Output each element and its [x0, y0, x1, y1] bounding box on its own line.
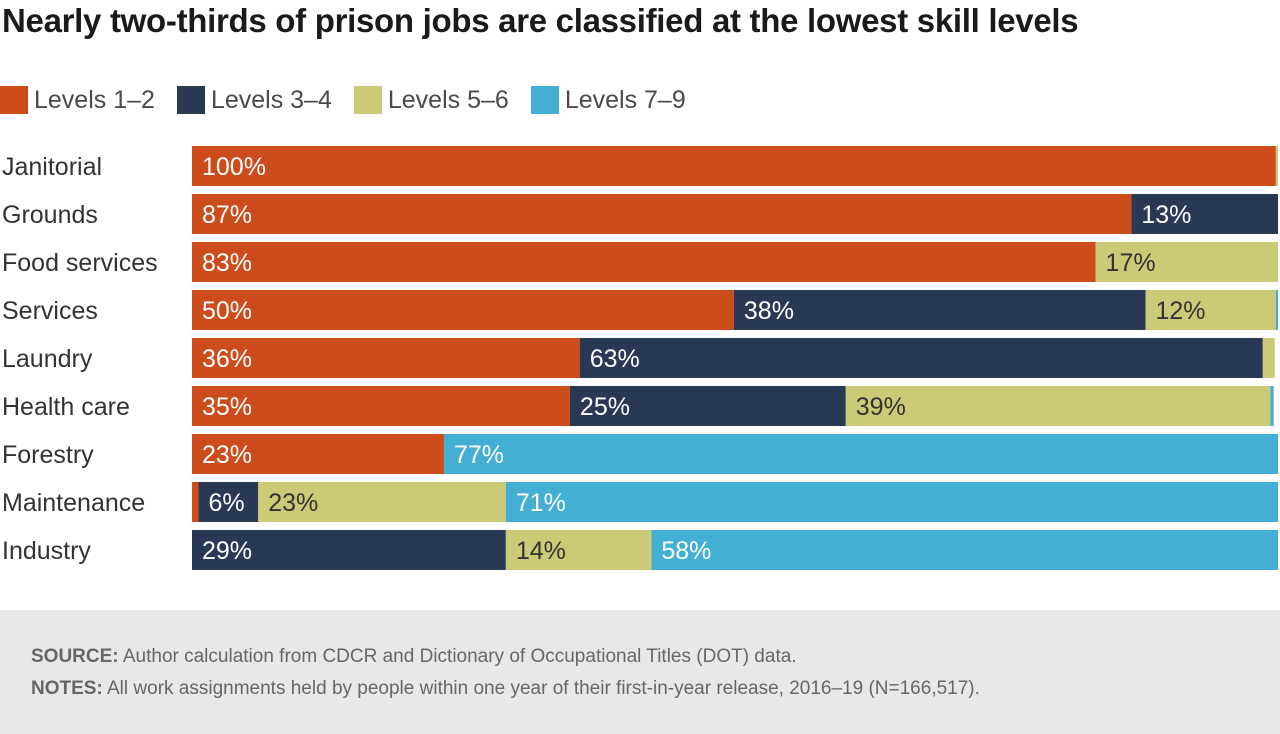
- data-label-grounds-levels-3-4: 13%: [1141, 201, 1191, 229]
- data-label-forestry-levels-7-9: 77%: [454, 441, 504, 469]
- source-key: SOURCE:: [31, 646, 119, 667]
- bar-chart-plot: Janitorial 100% Grounds 87% 13% Food services…: [2, 146, 1279, 570]
- bar-services-levels-7-9: [1275, 290, 1278, 330]
- data-label-forestry-levels-1-2: 23%: [202, 441, 252, 469]
- category-label-forestry: Forestry: [2, 441, 94, 469]
- data-label-services-levels-1-2: 50%: [202, 297, 252, 325]
- bar-services-levels-3-4: [733, 290, 1146, 330]
- bar-janitorial-levels-5-6: [1275, 146, 1278, 186]
- bar-industry-levels-7-9: [651, 530, 1278, 570]
- legend: Levels 1–2 Levels 3–4 Levels 5–6 Levels …: [0, 82, 708, 118]
- data-label-industry-levels-7-9: 58%: [661, 537, 711, 565]
- data-label-food-services-levels-5-6: 17%: [1106, 249, 1156, 277]
- bar-laundry-levels-5-6: [1262, 338, 1275, 378]
- bar-maintenance-levels-3-4: [198, 482, 259, 522]
- legend-label: Levels 3–4: [210, 85, 332, 114]
- bar-health-care-levels-3-4: [569, 386, 846, 426]
- data-label-services-levels-5-6: 12%: [1156, 297, 1206, 325]
- category-label-laundry: Laundry: [2, 345, 93, 373]
- legend-label: Levels 7–9: [564, 85, 686, 114]
- bar-maintenance-levels-5-6: [258, 482, 506, 522]
- notes-text: All work assignments held by people with…: [102, 678, 980, 699]
- category-label-food-services: Food services: [2, 249, 158, 277]
- bar-food-services-levels-5-6: [1095, 242, 1278, 282]
- bar-industry-levels-3-4: [192, 530, 506, 570]
- legend-item-levels-5-6: Levels 5–6: [353, 85, 509, 115]
- data-label-maintenance-levels-3-4: 6%: [209, 489, 245, 517]
- data-label-industry-levels-3-4: 29%: [202, 537, 252, 565]
- legend-swatch: [530, 86, 559, 114]
- bar-health-care-levels-7-9: [1270, 386, 1274, 426]
- legend-label: Levels 5–6: [387, 85, 509, 114]
- bar-services-levels-1-2: [192, 290, 734, 330]
- data-label-food-services-levels-1-2: 83%: [202, 249, 252, 277]
- legend-swatch: [0, 86, 28, 114]
- category-label-grounds: Grounds: [2, 201, 98, 229]
- bar-industry-levels-5-6: [505, 530, 652, 570]
- footer: SOURCE: Author calculation from CDCR and…: [0, 610, 1280, 734]
- bar-maintenance-levels-7-9: [505, 482, 1279, 522]
- bar-janitorial-levels-1-2: [192, 146, 1276, 186]
- data-label-laundry-levels-3-4: 63%: [590, 345, 640, 373]
- data-label-health-care-levels-1-2: 35%: [202, 393, 252, 421]
- notes-line: NOTES: All work assignments held by peop…: [31, 678, 980, 700]
- bar-laundry-levels-1-2: [192, 338, 580, 378]
- bar-health-care-levels-5-6: [845, 386, 1271, 426]
- source-text: Author calculation from CDCR and Diction…: [118, 646, 797, 667]
- legend-label: Levels 1–2: [34, 85, 155, 114]
- category-label-services: Services: [2, 297, 98, 325]
- legend-swatch: [176, 86, 205, 114]
- category-label-maintenance: Maintenance: [2, 489, 145, 517]
- bar-food-services-levels-1-2: [192, 242, 1096, 282]
- chart-title: Nearly two-thirds of prison jobs are cla…: [2, 2, 1079, 39]
- data-label-health-care-levels-3-4: 25%: [580, 393, 630, 421]
- bar-health-care-levels-1-2: [192, 386, 570, 426]
- category-label-health-care: Health care: [2, 393, 130, 421]
- data-label-grounds-levels-1-2: 87%: [202, 201, 252, 229]
- data-label-laundry-levels-1-2: 36%: [202, 345, 252, 373]
- data-label-health-care-levels-5-6: 39%: [856, 393, 906, 421]
- data-label-janitorial-levels-1-2: 100%: [202, 153, 266, 181]
- category-label-janitorial: Janitorial: [2, 153, 102, 181]
- bar-grounds-levels-1-2: [192, 194, 1132, 234]
- data-label-services-levels-3-4: 38%: [744, 297, 794, 325]
- bar-maintenance-levels-1-2: [192, 482, 199, 522]
- category-label-industry: Industry: [2, 537, 91, 565]
- bar-grounds-levels-3-4: [1131, 194, 1278, 234]
- legend-item-levels-1-2: Levels 1–2: [0, 86, 155, 115]
- source-line: SOURCE: Author calculation from CDCR and…: [31, 646, 797, 668]
- legend-item-levels-7-9: Levels 7–9: [530, 85, 686, 115]
- bar-forestry-levels-1-2: [192, 434, 444, 474]
- data-label-maintenance-levels-5-6: 23%: [268, 489, 318, 517]
- bar-laundry-levels-3-4: [579, 338, 1263, 378]
- data-label-maintenance-levels-7-9: 71%: [516, 489, 566, 517]
- legend-swatch: [353, 86, 382, 114]
- bar-forestry-levels-7-9: [443, 434, 1278, 474]
- notes-key: NOTES:: [31, 678, 103, 699]
- bar-services-levels-5-6: [1145, 290, 1276, 330]
- data-label-industry-levels-5-6: 14%: [516, 537, 566, 565]
- legend-item-levels-3-4: Levels 3–4: [176, 85, 332, 115]
